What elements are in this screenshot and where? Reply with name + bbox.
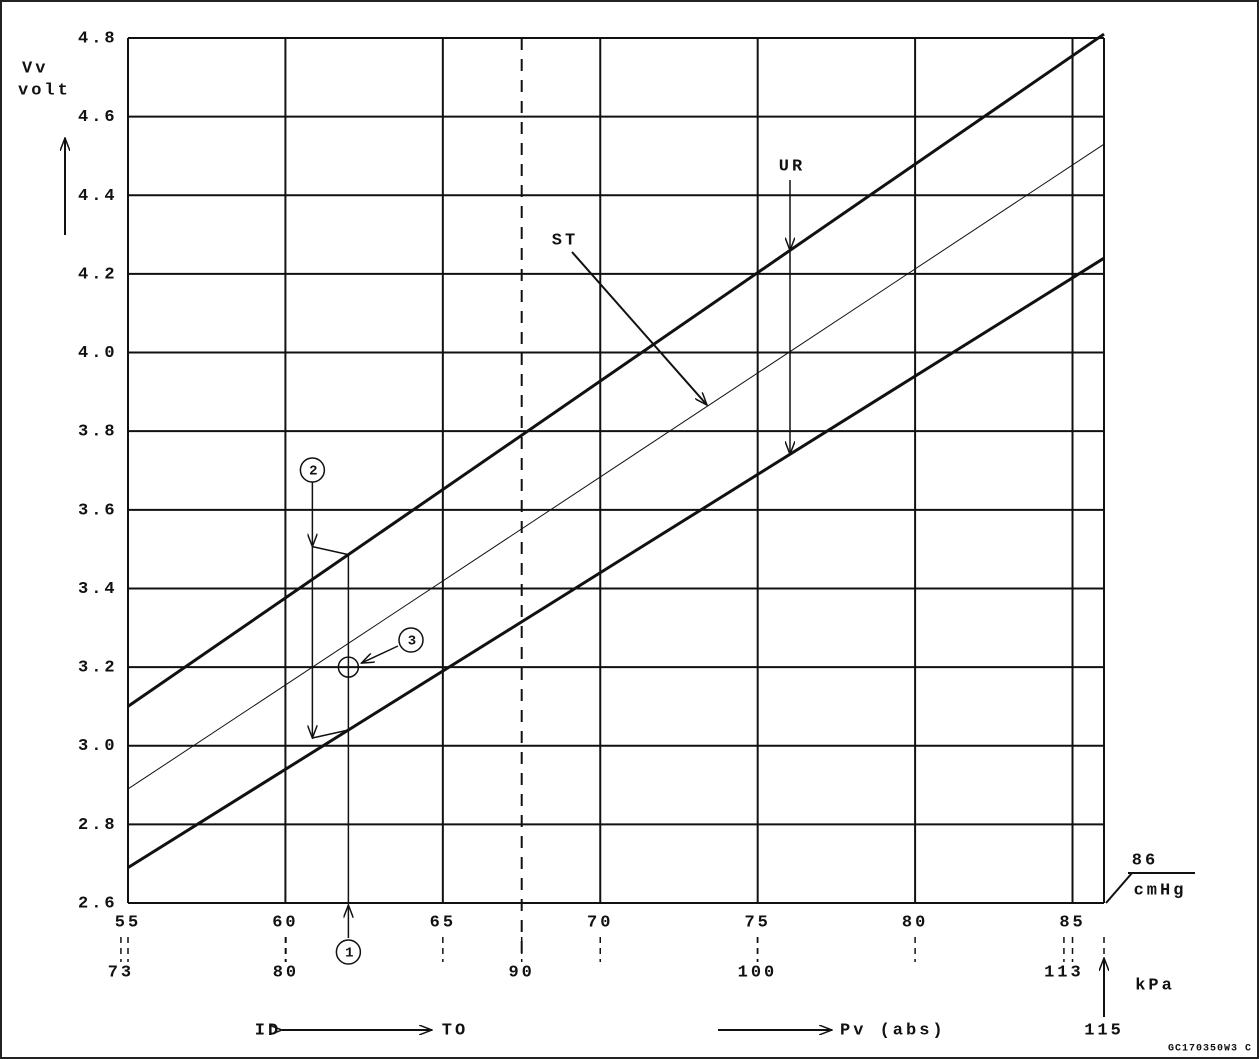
x-end-label: 86 [1132,851,1158,870]
kpa-tick-label: 113 [1044,963,1084,982]
x-tick-label: 70 [587,913,613,932]
kpa-tick-label: 80 [273,963,299,982]
x-tick-label: 80 [902,913,928,932]
kpa-end-label: 115 [1084,1021,1124,1040]
y-tick-label: 4.6 [78,108,118,127]
x-tick-label: 65 [430,913,456,932]
ur-label: UR [779,157,805,176]
example-tick [312,729,349,739]
code: GC170350W3 C [1168,1044,1252,1055]
series-line [127,256,1105,869]
kpa-tick-label: 100 [738,963,778,982]
y-tick-label: 3.6 [78,501,118,520]
y-tick-label: 2.6 [78,894,118,913]
example-tick [312,545,349,556]
y-tick-label: 3.8 [78,423,118,442]
y-tick-label: 4.8 [78,29,118,48]
y-label: Vv [22,59,48,78]
circle-1 [335,939,362,965]
y-tick-label: 3.4 [78,580,118,599]
to-label: TO [442,1021,468,1040]
id-label: ID [255,1021,281,1040]
series-line [127,143,1105,790]
pointer [1105,872,1133,904]
y-tick-label: 3.0 [78,737,118,756]
y-tick-label: 4.0 [78,344,118,363]
kpa-tick-label: 73 [108,963,134,982]
arrow [361,645,399,663]
series-line [127,32,1105,708]
pv-label: Pv (abs) [840,1021,946,1040]
plot: 2.6 2.8 3.0 3.2 3.4 3.6 3.8 4.0 4.2 4.4 4.6 4.8 55 60… [78,29,1105,982]
circle-1-label: 1 [345,946,353,962]
x-tick-label: 75 [744,913,770,932]
y-label: volt [18,81,71,100]
x-tick-label: 55 [115,913,141,932]
kpa-tick-label: 90 [508,963,534,982]
x-tick-label: 60 [272,913,298,932]
y-tick-label: 3.2 [78,659,118,678]
circle-2 [299,457,326,483]
x-tick-label: 85 [1059,913,1085,932]
y-tick-label: 2.8 [78,816,118,835]
circle-2-label: 2 [309,464,317,480]
example-point [337,656,360,678]
st-label: ST [552,231,578,250]
kpa-label: kPa [1135,976,1175,995]
y-tick-label: 4.4 [78,187,118,206]
x-unit: cmHg [1134,881,1187,900]
circle-3-label: 3 [408,634,416,650]
arrow [571,251,707,405]
y-tick-label: 4.2 [78,265,118,284]
circle-3 [398,627,424,653]
